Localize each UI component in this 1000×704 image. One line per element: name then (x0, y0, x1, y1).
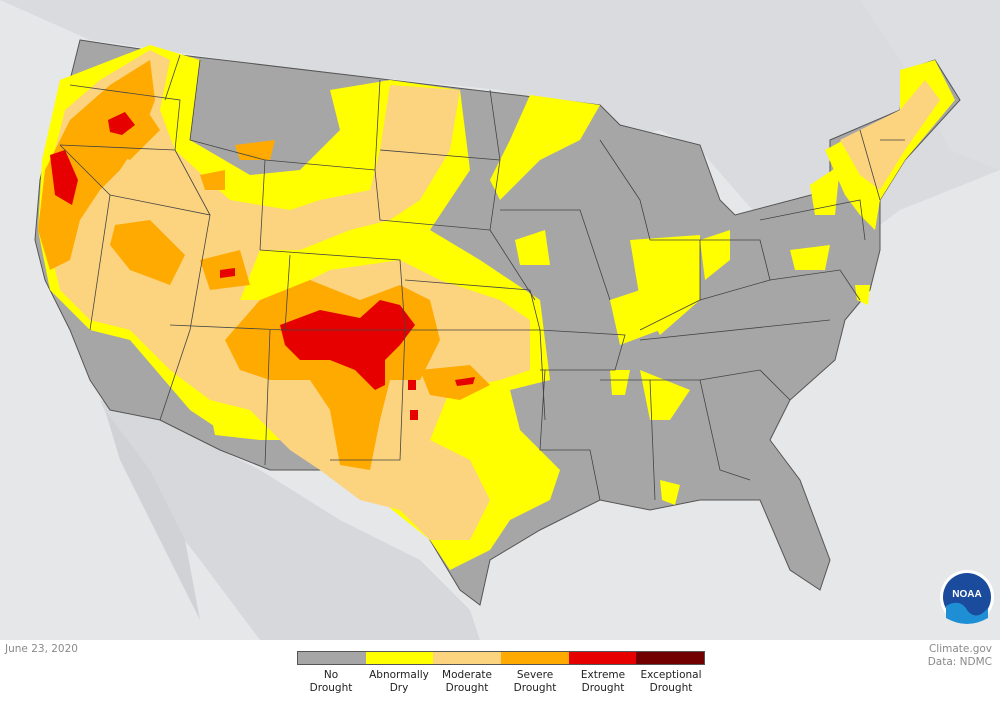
legend-label-moderate-drought: Moderate Drought (442, 669, 492, 694)
legend-label-exceptional-drought: Exceptional Drought (640, 669, 702, 694)
legend-labels: No Drought Abnormally Dry Moderate Drought … (297, 669, 705, 695)
legend-swatch-moderate-drought (433, 652, 502, 664)
legend-swatch-abnormally-dry (365, 652, 434, 664)
date-label: June 23, 2020 (5, 643, 78, 655)
legend-label-severe-drought: Severe Drought (513, 669, 557, 694)
extreme-drought-regions (50, 112, 475, 420)
legend-swatch-severe-drought (501, 652, 569, 664)
credit-source: Climate.gov (928, 643, 992, 655)
legend-label-extreme-drought: Extreme Drought (580, 669, 626, 694)
drought-map: NOAA (0, 0, 1000, 640)
state-borders (59, 54, 905, 501)
legend-swatch-exceptional-drought (636, 652, 705, 664)
legend-swatch-no-drought (298, 652, 366, 664)
drought-map-svg: NOAA (0, 0, 1000, 640)
canada-landmass (0, 0, 1000, 240)
legend-swatches (297, 651, 705, 665)
baja-peninsula (105, 410, 200, 620)
footer: June 23, 2020 Climate.gov Data: NDMC No D… (0, 640, 1000, 704)
legend: No Drought Abnormally Dry Moderate Drought … (297, 651, 705, 695)
legend-label-abnormally-dry: Abnormally Dry (369, 669, 429, 694)
mexico-landmass (100, 400, 480, 640)
credit-data: Data: NDMC (927, 656, 992, 668)
noaa-logo-text: NOAA (952, 589, 981, 600)
legend-label-no-drought: No Drought (309, 669, 353, 694)
noaa-logo: NOAA (940, 570, 994, 624)
legend-swatch-extreme-drought (568, 652, 637, 664)
